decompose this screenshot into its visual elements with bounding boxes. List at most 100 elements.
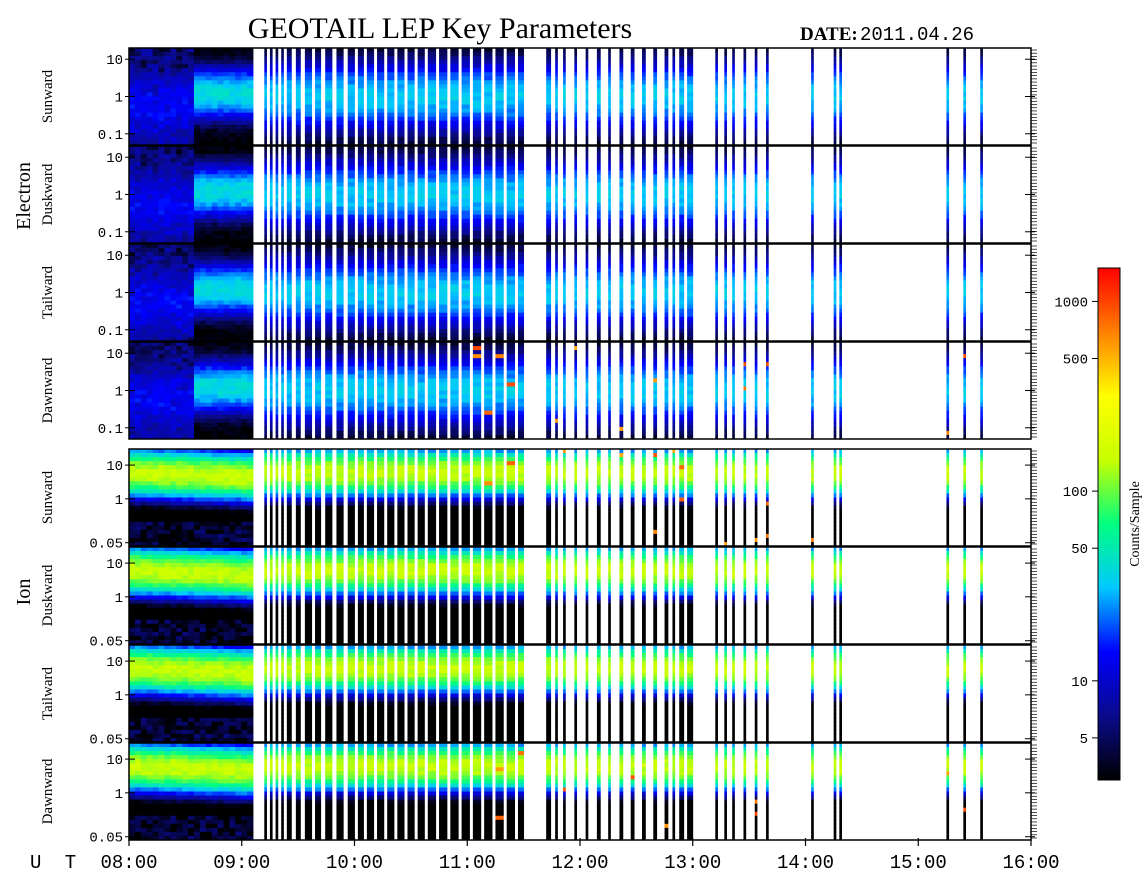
spectrogram-cell <box>630 60 635 65</box>
spectrogram-cell <box>472 336 482 342</box>
spectrogram-cell <box>281 100 284 105</box>
spectrogram-cell <box>366 316 375 322</box>
spectrogram-cell <box>188 60 195 65</box>
spectrogram-cell <box>164 280 171 285</box>
spectrogram-cell <box>182 162 189 167</box>
spectrogram-cell <box>281 300 284 306</box>
spectrogram-cell <box>517 320 525 326</box>
spectrogram-cell <box>596 186 601 191</box>
spectrogram-cell <box>833 222 837 228</box>
spectrogram-cell <box>170 128 177 134</box>
spectrogram-cell <box>833 178 837 183</box>
spectrogram-cell <box>743 80 747 85</box>
spectrogram-cell <box>608 162 611 167</box>
spectrogram-cell <box>407 120 415 126</box>
spectrogram-cell <box>555 260 558 265</box>
spectrogram-cell <box>546 288 552 293</box>
spectrogram-cell <box>839 218 842 224</box>
spectrogram-cell <box>357 158 364 163</box>
spectrogram-cell <box>129 48 136 53</box>
spectrogram-cell <box>585 182 589 187</box>
spectrogram-cell <box>506 292 515 297</box>
spectrogram-cell <box>664 88 669 93</box>
spectrogram-cell <box>672 80 676 85</box>
spectrogram-cell <box>608 230 611 236</box>
spectrogram-cell <box>450 124 459 130</box>
spectrogram-cell <box>377 312 385 318</box>
spectrogram-cell <box>295 280 301 285</box>
spectrogram-cell <box>417 52 425 57</box>
spectrogram-cell <box>377 272 385 277</box>
spectrogram-cell <box>158 48 165 53</box>
spectrogram-cell <box>217 174 224 179</box>
spectrogram-cell <box>164 170 171 175</box>
spectrogram-cell <box>679 124 685 130</box>
spectrogram-cell <box>506 248 515 253</box>
spectrogram-cell <box>247 166 254 171</box>
spectrogram-cell <box>417 174 425 179</box>
spectrogram-cell <box>563 60 566 65</box>
spectrogram-cell <box>963 140 966 146</box>
spectrogram-cell <box>241 276 248 281</box>
spectrogram-cell <box>140 170 148 175</box>
spectrogram-cell <box>295 190 301 195</box>
spectrogram-cell <box>980 150 983 155</box>
spectrogram-cell <box>495 308 504 314</box>
spectrogram-cell <box>754 88 758 93</box>
spectrogram-cell <box>506 112 515 118</box>
spectrogram-cell <box>484 244 493 249</box>
spectrogram-cell <box>555 162 558 167</box>
spectrogram-cell <box>357 248 364 253</box>
spectrogram-cell <box>397 48 405 53</box>
spectrogram-cell <box>129 260 136 265</box>
spectrogram-cell <box>387 328 395 334</box>
spectrogram-cell <box>766 194 769 199</box>
spectrogram-cell <box>217 116 224 122</box>
spectrogram-cell <box>357 48 364 53</box>
spectrogram-cell <box>546 190 552 195</box>
spectrogram-cell <box>205 182 213 187</box>
spectrogram-cell <box>679 194 685 199</box>
spectrogram-cell <box>495 284 504 289</box>
spectrogram-cell <box>585 304 589 310</box>
spectrogram-cell <box>188 234 195 240</box>
spectrogram-cell <box>170 178 177 183</box>
spectrogram-cell <box>357 96 364 101</box>
spectrogram-cell <box>724 84 727 89</box>
spectrogram-cell <box>164 210 171 216</box>
spectrogram-cell <box>517 284 525 289</box>
spectrogram-cell <box>946 48 950 53</box>
spectrogram-cell <box>325 154 333 159</box>
spectrogram-cell <box>397 320 405 326</box>
spectrogram-cell <box>546 252 552 257</box>
spectrogram-cell <box>555 336 558 342</box>
spectrogram-cell <box>158 276 165 281</box>
spectrogram-cell <box>129 194 136 199</box>
spectrogram-cell <box>715 158 718 163</box>
spectrogram-cell <box>199 80 207 85</box>
spectrogram-cell <box>193 56 201 61</box>
spectrogram-cell <box>574 112 578 118</box>
spectrogram-cell <box>336 48 344 53</box>
spectrogram-cell <box>217 238 224 244</box>
spectrogram-cell <box>286 234 292 240</box>
spectrogram-cell <box>574 198 578 203</box>
spectrogram-cell <box>946 206 950 212</box>
spectrogram-cell <box>484 248 493 253</box>
spectrogram-cell <box>229 128 236 134</box>
spectrogram-cell <box>715 80 718 85</box>
spectrogram-cell <box>608 198 611 203</box>
spectrogram-cell <box>495 260 504 265</box>
spectrogram-cell <box>211 210 218 216</box>
spectrogram-cell <box>295 96 301 101</box>
spectrogram-cell <box>140 178 148 183</box>
spectrogram-cell <box>839 128 842 134</box>
spectrogram-cell <box>211 276 218 281</box>
spectrogram-cell <box>158 292 165 297</box>
spectrogram-cell <box>325 84 333 89</box>
spectrogram-cell <box>229 308 236 314</box>
spectrogram-cell <box>264 222 267 228</box>
spectrogram-cell <box>546 198 552 203</box>
spectrogram-cell <box>596 72 601 77</box>
spectrogram-cell <box>325 182 333 187</box>
